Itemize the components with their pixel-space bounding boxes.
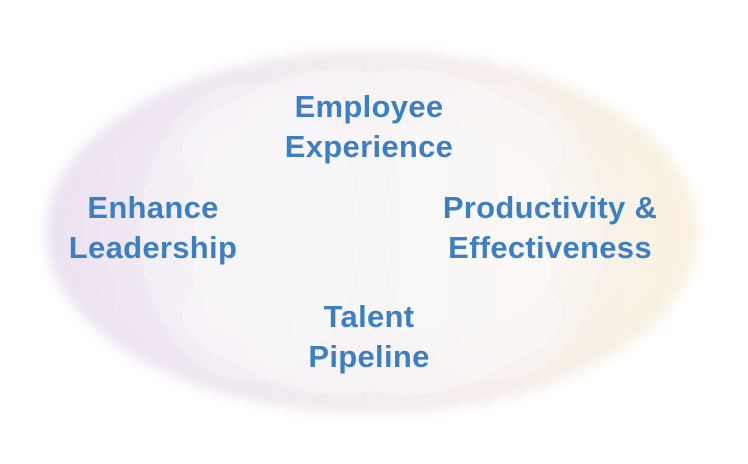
node-talent-pipeline: Talent Pipeline [219, 297, 519, 377]
node-top-line1: Employee [294, 89, 444, 124]
node-employee-experience: Employee Experience [219, 87, 519, 167]
node-bottom-line2: Pipeline [308, 339, 430, 374]
node-enhance-leadership: Enhance Leadership [33, 188, 273, 268]
node-productivity-effectiveness: Productivity & Effectiveness [400, 188, 700, 268]
node-right-line1: Productivity & [442, 190, 658, 225]
node-bottom-line1: Talent [323, 299, 415, 334]
petal-shapes [182, 69, 562, 395]
node-top-line2: Experience [284, 129, 454, 164]
node-right-line2: Effectiveness [448, 230, 652, 265]
node-left-line2: Leadership [68, 230, 238, 265]
node-left-line1: Enhance [87, 190, 219, 225]
